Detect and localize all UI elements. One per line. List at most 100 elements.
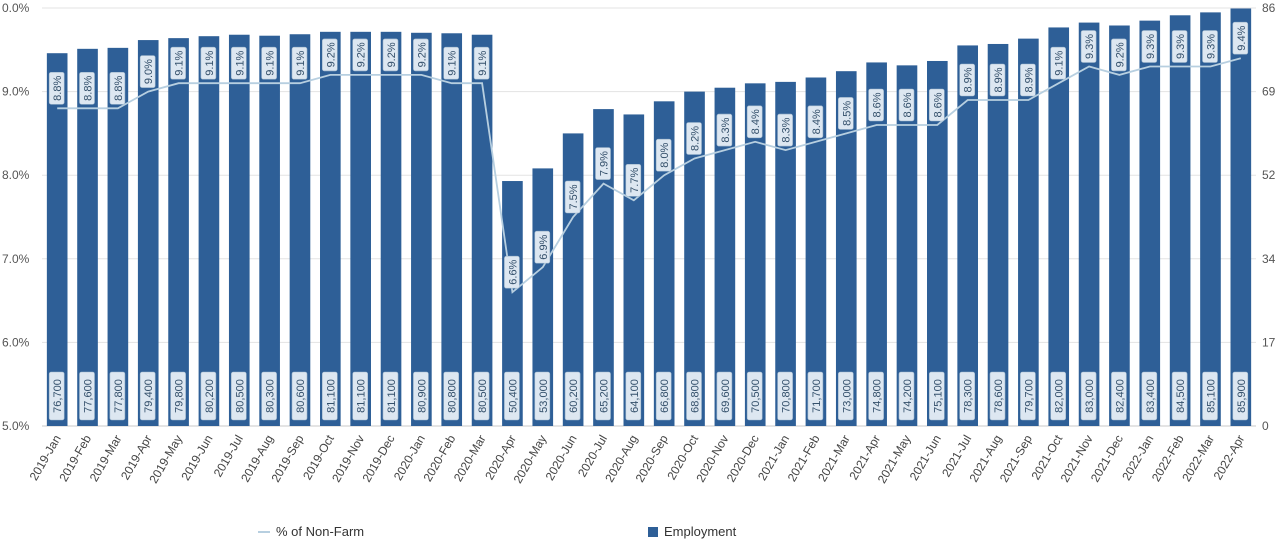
employment-bar xyxy=(441,33,463,427)
pct-point-label: 8.0% xyxy=(655,138,672,172)
pct-label-text: 8.6% xyxy=(872,92,884,117)
employment-bar xyxy=(137,40,159,426)
pct-label-text: 9.1% xyxy=(265,50,277,75)
pct-label-text: 6.9% xyxy=(538,234,550,259)
bar-value-label: 83,400 xyxy=(1141,371,1158,421)
bar-value-label: 78,600 xyxy=(989,371,1006,421)
pct-point-label: 8.2% xyxy=(686,122,702,155)
pct-point-label: 7.9% xyxy=(595,147,611,180)
pct-point-label: 6.9% xyxy=(534,230,551,264)
bar-value-label: 66,800 xyxy=(655,371,672,421)
left-axis: 5.0% 6.0% 7.0% 8.0% 9.0% 0.0% xyxy=(2,1,30,433)
pct-point-label: 8.4% xyxy=(746,105,763,139)
pct-label-text: 8.8% xyxy=(113,76,125,101)
bar-label-text: 74,800 xyxy=(872,379,884,413)
pct-label-box xyxy=(564,180,581,214)
bar-label-text: 80,300 xyxy=(265,379,277,413)
employment-bar xyxy=(896,65,918,426)
employment-bar xyxy=(198,36,220,426)
bar-label-text: 81,100 xyxy=(356,379,368,413)
bar-label-box xyxy=(109,371,126,421)
pct-label-box xyxy=(1020,63,1036,97)
bar-label-text: 70,800 xyxy=(781,379,793,413)
pct-point-label: 8.6% xyxy=(898,88,915,122)
bar-label-text: 77,800 xyxy=(113,379,125,413)
bar-label-text: 80,900 xyxy=(416,379,428,413)
employment-bar xyxy=(653,101,675,427)
bar-label-text: 78,300 xyxy=(963,379,975,413)
bar-label-box xyxy=(655,371,672,421)
pct-label-text: 8.0% xyxy=(659,142,671,167)
pct-point-label: 8.8% xyxy=(48,72,65,105)
bar-value-label: 79,700 xyxy=(1020,371,1036,421)
bar-value-label: 68,800 xyxy=(686,371,702,421)
pct-label-box xyxy=(109,72,126,105)
employment-bar xyxy=(1109,25,1130,426)
pct-label-box xyxy=(139,55,156,88)
bar-value-label: 70,800 xyxy=(777,371,793,421)
pct-label-box xyxy=(868,88,884,122)
bar-label-box xyxy=(595,371,611,421)
bar-label-text: 60,200 xyxy=(568,379,580,413)
bar-label-text: 79,400 xyxy=(143,379,155,413)
bar-label-text: 82,400 xyxy=(1114,379,1126,413)
bar-label-text: 77,600 xyxy=(83,379,95,413)
legend-item-pct[interactable]: % of Non-Farm xyxy=(258,524,364,539)
legend-item-employment[interactable]: Employment xyxy=(648,524,736,539)
right-tick-label: 69 xyxy=(1262,85,1276,99)
right-axis: 0 17 34 52 69 86 xyxy=(1262,1,1276,433)
bar-value-label: 84,500 xyxy=(1171,371,1188,421)
left-tick-label: 9.0% xyxy=(2,85,30,99)
pct-label-box xyxy=(777,113,793,147)
bar-label-box xyxy=(1111,371,1127,421)
bar-label-box xyxy=(686,371,702,421)
bar-label-box xyxy=(200,371,217,421)
right-tick-label: 52 xyxy=(1262,168,1276,182)
bar-label-text: 79,700 xyxy=(1023,379,1035,413)
bar-value-label: 82,400 xyxy=(1111,371,1127,421)
pct-label-text: 9.1% xyxy=(477,50,489,75)
bar-label-text: 64,100 xyxy=(629,379,641,413)
pct-point-label: 9.2% xyxy=(382,38,399,72)
pct-label-text: 7.7% xyxy=(629,168,641,193)
pct-label-text: 9.4% xyxy=(1236,25,1248,50)
bar-value-label: 83,000 xyxy=(1080,371,1097,421)
pct-label-text: 8.8% xyxy=(83,76,95,101)
bar-value-label: 81,100 xyxy=(321,371,338,421)
pct-label-text: 9.1% xyxy=(204,50,216,75)
bar-value-label: 79,800 xyxy=(170,371,186,421)
pct-point-label: 8.8% xyxy=(79,72,95,105)
employment-bar xyxy=(835,71,857,427)
employment-bar xyxy=(684,91,705,426)
pct-point-label: 8.3% xyxy=(777,113,793,147)
bar-label-text: 82,000 xyxy=(1054,379,1066,413)
pct-label-box xyxy=(48,72,65,105)
employment-bar xyxy=(744,83,766,426)
bar-label-box xyxy=(413,371,429,421)
pct-label-box xyxy=(473,46,490,80)
pct-point-label: 9.1% xyxy=(473,46,490,80)
pct-point-label: 9.3% xyxy=(1080,30,1097,63)
employment-bar xyxy=(1018,38,1039,426)
pct-label-box xyxy=(170,46,186,80)
bar-label-box xyxy=(48,371,65,421)
bar-label-text: 78,600 xyxy=(993,379,1005,413)
employment-bar xyxy=(1139,20,1161,427)
bar-label-text: 76,700 xyxy=(52,379,64,413)
pct-label-text: 9.1% xyxy=(234,50,246,75)
bar-label-text: 81,100 xyxy=(386,379,398,413)
bar-value-label: 81,100 xyxy=(352,371,369,421)
employment-bar xyxy=(866,62,887,427)
bar-label-text: 53,000 xyxy=(538,379,550,413)
pct-point-label: 9.2% xyxy=(1111,38,1127,72)
pct-label-text: 9.1% xyxy=(174,50,186,75)
bar-value-label: 77,800 xyxy=(109,371,126,421)
pct-label-box xyxy=(261,46,277,80)
bar-label-box xyxy=(1020,371,1036,421)
bar-value-label: 70,500 xyxy=(746,371,763,421)
pct-point-label: 8.9% xyxy=(1020,63,1036,97)
left-tick-label: 5.0% xyxy=(2,419,30,433)
pct-label-box xyxy=(898,88,915,122)
bar-value-label: 78,300 xyxy=(959,371,976,421)
pct-label-box xyxy=(959,63,976,97)
